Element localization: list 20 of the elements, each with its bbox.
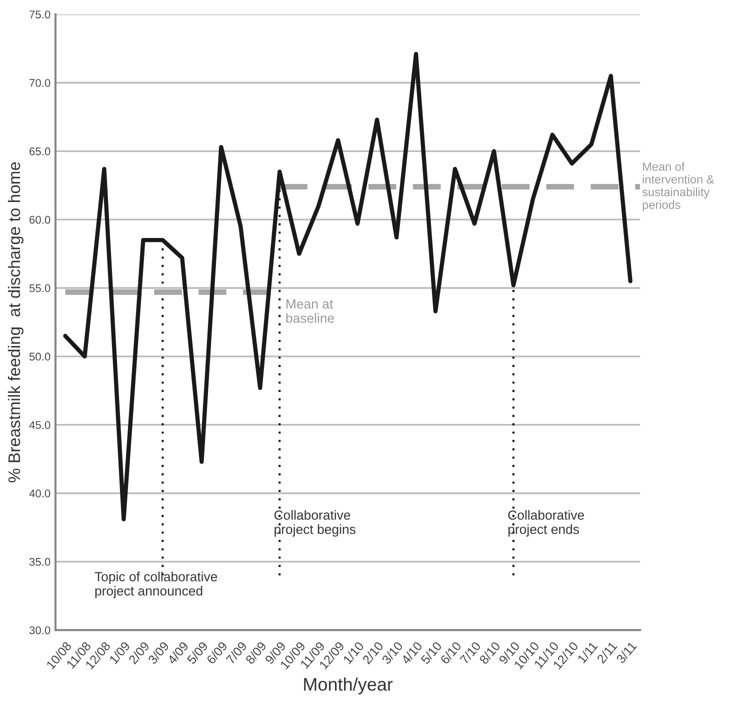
y-tick-label: 45.0 bbox=[29, 421, 50, 429]
y-tick-label: 65.0 bbox=[30, 147, 50, 156]
ref-line-label: Mean at baseline bbox=[286, 299, 334, 323]
x-tick-label: 2/11 bbox=[596, 640, 618, 664]
ref-line-label: Mean of intervention & sustainability periods bbox=[642, 162, 714, 212]
y-tick-label: 30.0 bbox=[29, 626, 50, 634]
y-tick-label: 75.0 bbox=[30, 10, 50, 18]
y-tick-label: 55.0 bbox=[29, 284, 50, 292]
y-tick-label: 40.0 bbox=[29, 490, 50, 498]
x-tick-label: 3/11 bbox=[616, 640, 637, 664]
x-tick-label: 1/11 bbox=[576, 640, 598, 664]
y-tick-label: 35.0 bbox=[29, 558, 50, 566]
ref-line-label: Topic of collaborative project announced bbox=[94, 572, 218, 598]
y-axis-title: % Breastmilk feeding at discharge to home bbox=[8, 162, 24, 482]
ref-line-label: Collaborative project begins bbox=[274, 510, 356, 537]
y-tick-label: 70.0 bbox=[30, 79, 50, 87]
ref-line-label: Collaborative project ends bbox=[508, 510, 584, 537]
y-tick-label: 50.0 bbox=[29, 352, 50, 361]
y-tick-label: 60.0 bbox=[30, 216, 50, 224]
x-axis-title: Month/year bbox=[304, 678, 393, 694]
